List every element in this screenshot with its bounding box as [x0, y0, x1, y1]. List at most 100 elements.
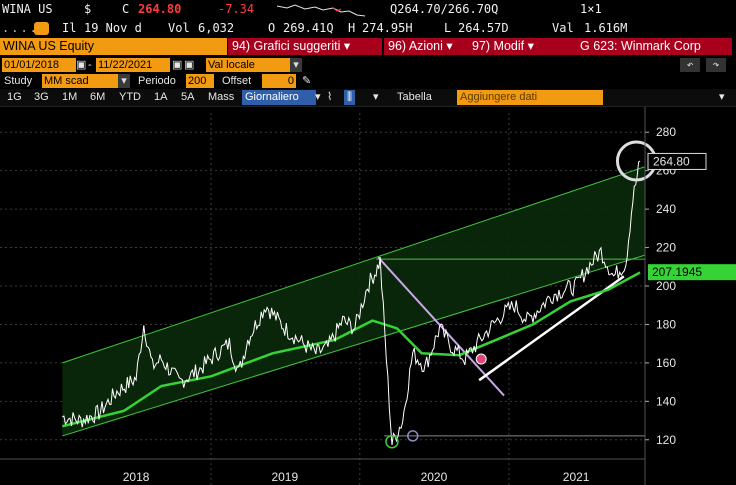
y-axis: 120140160180200220240260280264.80207.194…	[644, 107, 736, 485]
chart-id-button[interactable]: G 623: Winmark Corp	[552, 38, 732, 55]
y-tick-label: 200	[656, 279, 676, 293]
calendar-icon[interactable]: ▣	[76, 59, 87, 71]
chevron-down-icon[interactable]: ▾	[315, 91, 321, 103]
suggested-charts-button[interactable]: 94) Grafici suggeriti ▾	[228, 38, 382, 55]
quote-detail-bar: .... Il 19 Nov d Vol 6,032 O 269.41Q H 2…	[0, 19, 736, 38]
currency-mode-select[interactable]: Val locale	[206, 58, 290, 72]
chevron-down-icon: ▾	[527, 39, 534, 53]
price-line	[62, 160, 641, 446]
last-price: 264.80	[138, 2, 182, 16]
currency: $	[84, 2, 92, 16]
quote-date: 19 Nov d	[84, 21, 142, 35]
y-tick-label: 140	[656, 394, 676, 408]
study-label: Study	[4, 75, 33, 87]
ticker: WINA US	[2, 2, 53, 16]
y-tick-label: 180	[656, 317, 676, 331]
chevron-down-icon[interactable]: ▾	[290, 58, 302, 72]
x-tick-label: 2021	[563, 470, 590, 484]
tf-max[interactable]: Mass	[208, 91, 235, 103]
modify-label: 97) Modif	[472, 39, 525, 53]
x-tick-label: 2018	[123, 470, 150, 484]
x-axis: 2018 2019 2020 2021	[0, 458, 645, 484]
size: 1×1	[580, 2, 602, 16]
high-price: 274.95H	[362, 21, 413, 35]
x-tick-label: 2020	[421, 470, 448, 484]
retest-marker	[407, 430, 419, 442]
calendar-icon[interactable]: ▣	[184, 59, 195, 71]
traded-value: 1.616M	[584, 21, 628, 35]
security-field[interactable]: WINA US Equity	[0, 38, 227, 55]
offset-label: Offset	[222, 75, 252, 87]
y-tick-label: 220	[656, 241, 676, 255]
pencil-icon[interactable]: ✎	[302, 75, 312, 87]
modify-button[interactable]: 97) Modif ▾	[468, 38, 552, 55]
actions-button[interactable]: 96) Azioni ▾	[384, 38, 468, 55]
add-data-input[interactable]: Aggiungere dati	[457, 90, 603, 105]
dots: ....	[2, 21, 39, 35]
il-label: Il	[62, 21, 77, 35]
low-marker	[385, 434, 399, 449]
tf-1m[interactable]: 1M	[62, 91, 78, 103]
volume: 6,032	[198, 21, 235, 35]
period-label: Periodo	[138, 75, 176, 87]
command-toolbar: WINA US Equity 94) Grafici suggeriti ▾ 9…	[0, 38, 736, 56]
suggested-charts-label: 94) Grafici suggeriti	[232, 39, 341, 53]
tf-3g[interactable]: 3G	[34, 91, 49, 103]
study-bar: Study MM scad ▾ Periodo 200 Offset 0 ✎	[0, 73, 736, 89]
open-price: 269.41Q	[283, 21, 334, 35]
moving-average-tag-label: 207.1945	[652, 265, 702, 279]
uptrend-line	[478, 275, 625, 382]
tf-1g[interactable]: 1G	[7, 91, 22, 103]
end-date-input[interactable]: 11/22/2021	[96, 58, 170, 72]
last-price-tag-label: 264.80	[653, 154, 690, 168]
price-change: -7.34	[218, 2, 255, 16]
moving-average-line	[61, 271, 641, 428]
offset-input[interactable]: 0	[262, 74, 296, 88]
value-label: Val	[552, 21, 574, 35]
table-button[interactable]: Tabella	[397, 91, 432, 103]
undo-icon[interactable]: ↶	[680, 58, 700, 72]
chevron-down-icon[interactable]: ▾	[118, 74, 130, 88]
tf-1a[interactable]: 1A	[154, 91, 168, 103]
open-label: O	[268, 21, 276, 35]
actions-label: 96) Azioni	[388, 39, 443, 53]
tf-ytd[interactable]: YTD	[119, 91, 141, 103]
settings-chevron-icon[interactable]: ▾	[719, 91, 725, 103]
start-date-input[interactable]: 01/01/2018	[2, 58, 76, 72]
bid-ask: Q264.70/266.70Q	[390, 2, 499, 16]
range-dash: -	[88, 59, 92, 71]
redo-icon[interactable]: ↷	[706, 58, 726, 72]
channel-upper-line	[62, 166, 645, 364]
chevron-down-icon[interactable]: ▾	[373, 91, 379, 103]
x-tick-label: 2019	[271, 470, 298, 484]
signal-marker	[475, 353, 487, 365]
tf-5a[interactable]: 5A	[181, 91, 195, 103]
period-input[interactable]: 200	[186, 74, 214, 88]
interval-select[interactable]: Giornaliero	[242, 90, 316, 105]
date-range-bar: 01/01/2018 ▣ - 11/22/2021 ▣ ▣ Val locale…	[0, 57, 736, 73]
line-chart-icon[interactable]: ⌇	[327, 91, 333, 103]
high-label: H	[348, 21, 356, 35]
intraday-sparkline	[277, 4, 366, 17]
candle-chart-icon[interactable]: ⫼	[344, 90, 356, 105]
timeframe-toolbar: 1G 3G 1M 6M YTD 1A 5A Mass Giornaliero ▾…	[0, 89, 736, 107]
calendar-icon[interactable]: ▣	[172, 59, 183, 71]
y-tick-label: 120	[656, 433, 676, 447]
y-tick-label: 240	[656, 202, 676, 216]
chevron-down-icon: ▾	[343, 39, 351, 53]
y-tick-label: 280	[656, 125, 676, 139]
channel-fill	[62, 166, 645, 436]
quote-bar: WINA US $ C 264.80 -7.34 Q264.70/266.70Q…	[0, 0, 736, 19]
low-price: 264.57D	[458, 21, 509, 35]
low-label: L	[444, 21, 452, 35]
price-chart[interactable]: 120140160180200220240260280264.80207.194…	[0, 107, 736, 485]
exchange-icon	[34, 22, 49, 35]
chevron-down-icon: ▾	[446, 39, 453, 53]
close-label: C	[122, 2, 130, 16]
moving-average-tag	[648, 264, 736, 281]
channel-lower-line	[62, 254, 645, 437]
volume-label: Vol	[168, 21, 190, 35]
last-price-tag	[647, 152, 707, 170]
study-select[interactable]: MM scad	[42, 74, 120, 88]
tf-6m[interactable]: 6M	[90, 91, 106, 103]
